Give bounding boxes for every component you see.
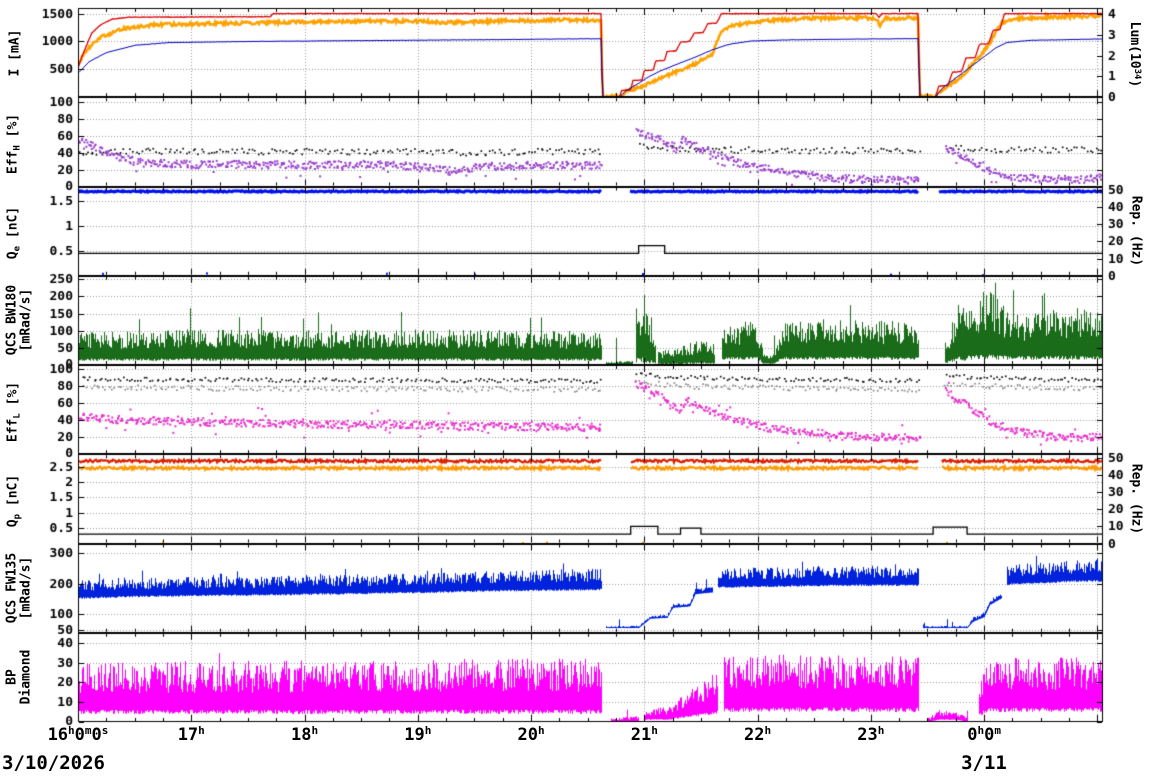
date-label-right: 3/11 <box>961 752 1007 774</box>
y-axis-label-charge-p: Qp [nC] <box>6 474 23 528</box>
x-tick-label: 22h <box>743 724 772 745</box>
x-tick-label: 0h0m <box>967 724 1001 745</box>
x-tick-label: 19h <box>404 724 432 745</box>
y-axis-label-bp-diamond: BP Diamond <box>5 649 34 705</box>
x-tick-label: 20h <box>517 724 545 745</box>
y-axis-label-qcs-bw180: QCS BW180 [mRad/s] <box>5 285 34 356</box>
y-axis-label-charge-p-right: Rep. (Hz) <box>1129 463 1144 535</box>
date-label-left: 3/10/2026 <box>2 752 105 774</box>
y-axis-label-charge-e: Qe [nC] <box>6 206 23 260</box>
y-axis-label-eff-h: EffH [%] <box>6 113 23 174</box>
x-tick-label: 23h <box>857 724 885 745</box>
x-tick-label: 21h <box>630 724 658 745</box>
y-axis-label-charge-e-right: Rep. (Hz) <box>1129 195 1144 267</box>
y-axis-label-current-luminosity: I [mA] <box>8 29 23 77</box>
y-axis-label-current-luminosity-right: Lum(1034) <box>1127 21 1143 87</box>
x-tick-label: 18h <box>290 724 319 745</box>
y-axis-label-qcs-fw135: QCS FW135 [mRad/s] <box>5 552 34 624</box>
y-axis-label-eff-l: EffL [%] <box>6 381 23 442</box>
x-tick-label: 17h <box>177 724 205 745</box>
x-tick-label: 16h0m0s <box>47 724 109 745</box>
